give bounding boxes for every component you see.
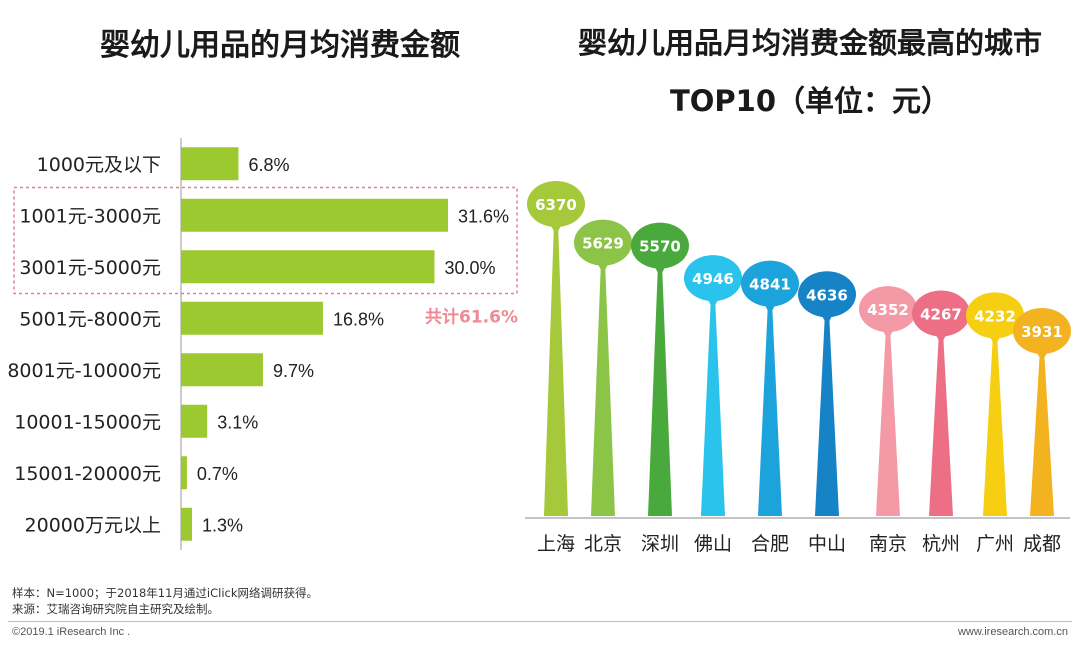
value-label: 9.7% <box>273 361 314 381</box>
bar <box>181 353 263 387</box>
right-chart-title-line1: 婴幼儿用品月均消费金额最高的城市 <box>577 26 1042 60</box>
city-value-label: 3931 <box>1021 323 1063 341</box>
city-pin-tip <box>596 260 610 274</box>
city-pin-tip <box>881 327 895 341</box>
city-value-label: 5629 <box>582 235 624 253</box>
value-label: 6.8% <box>248 155 289 175</box>
value-label: 3.1% <box>217 412 258 432</box>
bar <box>181 147 239 181</box>
city-pin-tip <box>820 312 834 326</box>
city-stem <box>544 222 568 516</box>
right-chart-title-line2: TOP10（单位：元） <box>669 84 951 118</box>
city-value-label: 6370 <box>535 196 577 214</box>
city-value-label: 4352 <box>867 301 909 319</box>
city-pin-tip <box>549 222 563 235</box>
city-stem <box>876 327 900 516</box>
city-pin-head <box>527 181 585 227</box>
city-label: 中山 <box>808 533 846 555</box>
footer-divider <box>8 621 1072 622</box>
bar <box>181 250 435 284</box>
bar <box>181 456 187 490</box>
category-label: 20000万元以上 <box>25 514 161 536</box>
city-pin-tip <box>1035 349 1049 362</box>
city-label: 北京 <box>584 533 622 555</box>
city-label: 深圳 <box>641 533 679 555</box>
city-label: 上海 <box>537 533 575 555</box>
copyright: ©2019.1 iResearch Inc . <box>12 626 131 638</box>
city-pin-tip <box>653 263 667 277</box>
city-pin-head <box>859 286 917 333</box>
city-pin-head <box>1013 308 1071 354</box>
city-value-label: 4841 <box>749 276 791 294</box>
city-pin-head <box>912 290 970 337</box>
city-pin-head <box>684 255 742 302</box>
city-label: 南京 <box>869 533 907 555</box>
category-label: 1000元及以下 <box>37 154 161 176</box>
city-stem <box>1030 349 1054 516</box>
bar <box>181 198 448 232</box>
city-stem <box>815 312 839 516</box>
city-pin-head <box>798 271 856 318</box>
city-label: 合肥 <box>751 533 789 555</box>
city-pin-head <box>741 260 799 307</box>
city-stem <box>701 296 725 516</box>
city-label: 成都 <box>1023 533 1061 555</box>
bar <box>181 404 208 438</box>
website-link[interactable]: www.iresearch.com.cn <box>957 626 1068 638</box>
city-value-label: 5570 <box>639 238 681 256</box>
category-label: 5001元-8000元 <box>19 308 161 330</box>
city-stem <box>983 333 1007 516</box>
source-note: 来源：艾瑞咨询研究院自主研究及绘制。 <box>12 602 219 616</box>
value-label: 0.7% <box>197 464 238 484</box>
city-label: 广州 <box>976 533 1014 555</box>
city-stem <box>929 331 953 516</box>
city-value-label: 4946 <box>692 270 734 288</box>
value-label: 1.3% <box>202 515 243 535</box>
city-pin-tip <box>934 331 948 345</box>
value-label: 16.8% <box>333 309 384 329</box>
category-label: 3001元-5000元 <box>19 257 161 279</box>
city-pin-head <box>966 292 1024 339</box>
highlight-box <box>13 186 518 295</box>
city-pin-head <box>574 219 632 266</box>
city-pin-tip <box>988 333 1002 347</box>
category-label: 10001-15000元 <box>14 411 161 433</box>
city-value-label: 4636 <box>806 286 848 304</box>
city-label: 佛山 <box>694 533 732 555</box>
city-label: 杭州 <box>922 533 960 555</box>
category-label: 15001-20000元 <box>14 463 161 485</box>
city-pin-tip <box>706 296 720 310</box>
city-value-label: 4232 <box>974 307 1016 325</box>
city-pin-head <box>631 222 689 269</box>
bar <box>181 301 323 335</box>
city-stem <box>648 263 672 516</box>
value-label: 30.0% <box>444 258 495 278</box>
total-annotation: 共计61.6% <box>425 307 518 328</box>
city-stem <box>758 301 782 516</box>
city-stem <box>591 260 615 516</box>
bar <box>181 507 192 541</box>
category-label: 8001元-10000元 <box>7 360 161 382</box>
city-value-label: 4267 <box>920 306 962 324</box>
left-chart-title: 婴幼儿用品的月均消费金额 <box>100 28 460 63</box>
sample-note: 样本：N=1000；于2018年11月通过iClick网络调研获得。 <box>12 586 319 600</box>
value-label: 31.6% <box>458 206 509 226</box>
category-label: 1001元-3000元 <box>19 205 161 227</box>
city-pin-tip <box>763 301 777 315</box>
